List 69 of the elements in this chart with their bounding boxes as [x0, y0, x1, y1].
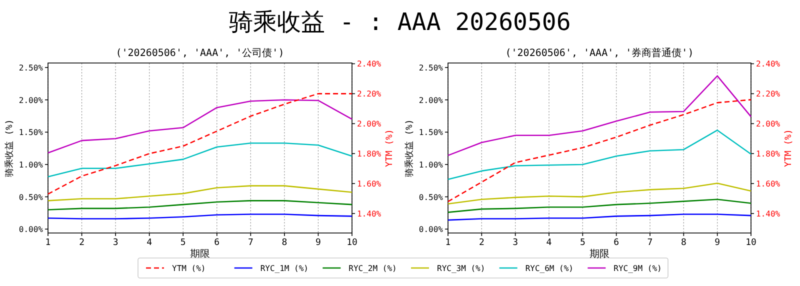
y-tick-label: 0.50%: [418, 192, 444, 202]
y2-tick-label: 2.20%: [756, 90, 780, 99]
y2-tick-label: 1.40%: [357, 210, 382, 219]
y2-tick-label: 1.40%: [756, 210, 780, 219]
line-series: [47, 93, 353, 195]
y2-tick-label: 2.00%: [756, 120, 780, 129]
x-tick-label: 6: [214, 238, 220, 248]
y-tick-label: 1.00%: [18, 160, 44, 170]
y-tick-label: 0.00%: [18, 225, 44, 234]
x-tick-label: 5: [580, 238, 586, 248]
x-tick-label: 9: [316, 238, 321, 248]
legend-label: YTM (%): [172, 264, 206, 273]
legend-label: RYC_9M (%): [614, 264, 662, 273]
y2-tick-label: 1.60%: [756, 180, 780, 189]
chart-title: ('20260506', 'AAA', '券商普通债'): [505, 47, 694, 59]
x-tick-label: 1: [45, 238, 51, 248]
y-tick-label: 1.50%: [418, 128, 444, 138]
line-series: [447, 75, 752, 156]
line-series: [447, 99, 752, 202]
legend-label: RYC_1M (%): [260, 264, 309, 273]
line-series: [47, 185, 353, 202]
y-tick-label: 2.50%: [418, 64, 444, 73]
x-tick-label: 4: [146, 238, 152, 248]
x-tick-label: 4: [546, 238, 552, 248]
line-series: [447, 130, 752, 180]
x-tick-label: 10: [346, 238, 358, 248]
y-tick-label: 2.00%: [18, 96, 44, 105]
x-tick-label: 5: [180, 238, 186, 248]
line-series: [447, 198, 752, 213]
y2-tick-label: 1.80%: [756, 150, 780, 159]
y-tick-label: 2.50%: [18, 64, 44, 73]
legend-label: RYC_6M (%): [525, 264, 574, 273]
y2-axis-title: YTM (%): [385, 129, 395, 167]
y2-tick-label: 2.40%: [756, 60, 780, 69]
x-tick-label: 3: [112, 238, 118, 248]
y-axis-title: 骑乘收益 (%): [4, 119, 15, 177]
chart-title: ('20260506', 'AAA', '公司债'): [116, 47, 284, 59]
line-series: [47, 99, 353, 154]
x-tick-label: 8: [680, 238, 686, 248]
y-tick-label: 0.50%: [18, 192, 44, 202]
x-tick-label: 2: [478, 238, 484, 248]
y-tick-label: 1.50%: [18, 128, 44, 138]
y2-tick-label: 2.40%: [357, 60, 382, 69]
x-tick-label: 7: [647, 238, 653, 248]
line-series: [47, 200, 353, 210]
y-tick-label: 1.00%: [418, 160, 444, 170]
x-tick-label: 3: [512, 238, 518, 248]
x-tick-label: 1: [445, 238, 451, 248]
legend-label: RYC_3M (%): [437, 264, 486, 273]
x-tick-label: 8: [282, 238, 288, 248]
line-series: [47, 142, 353, 178]
line-series: [447, 182, 752, 205]
y-tick-label: 0.00%: [418, 225, 444, 234]
y2-tick-label: 2.20%: [357, 90, 382, 99]
text: 骑乘收益 - : AAA 20260506: [229, 8, 571, 36]
x-tick-label: 7: [248, 238, 254, 248]
y-tick-label: 2.00%: [418, 96, 444, 105]
x-tick-label: 6: [614, 238, 620, 248]
x-axis-title: 期限: [190, 248, 210, 260]
y2-tick-label: 1.60%: [357, 180, 382, 189]
x-tick-label: 10: [746, 238, 756, 248]
x-tick-label: 9: [714, 238, 720, 248]
y2-axis-title: YTM (%): [784, 129, 794, 167]
x-tick-label: 2: [79, 238, 84, 248]
y2-tick-label: 1.80%: [357, 150, 382, 159]
x-axis-title: 期限: [590, 248, 610, 260]
y-axis-title: 骑乘收益 (%): [404, 119, 415, 177]
legend-label: RYC_2M (%): [348, 264, 397, 273]
y2-tick-label: 2.00%: [357, 120, 382, 129]
